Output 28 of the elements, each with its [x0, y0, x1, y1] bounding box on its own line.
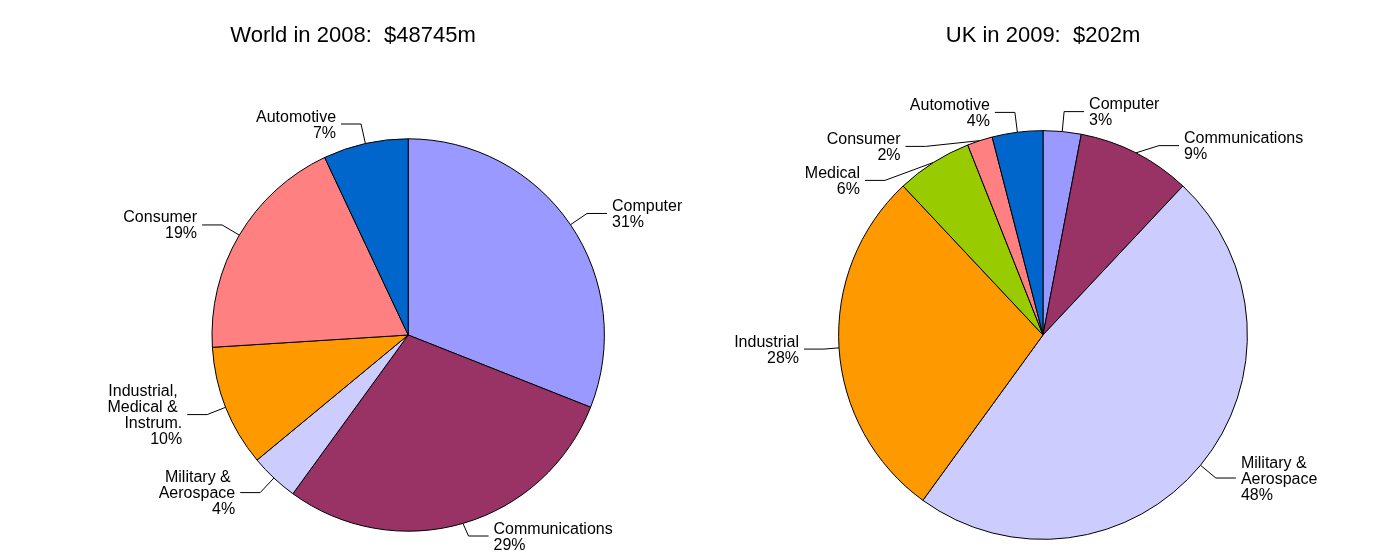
slice-label: Automotive: [255, 107, 337, 125]
data-label: 4%: [212, 500, 236, 518]
data-label: 19%: [165, 224, 198, 242]
slice-label: Military & Aerospace: [1240, 453, 1318, 487]
slice-label: Industrial: [734, 332, 800, 350]
data-label: 9%: [1184, 145, 1208, 163]
data-label: 48%: [1240, 485, 1273, 503]
data-label: 10%: [150, 430, 183, 448]
data-label: 2%: [877, 145, 901, 163]
chart-title: UK in 2009: $202m: [945, 21, 1141, 47]
slice-label: Computer: [612, 196, 683, 214]
slice-label: Automotive: [909, 95, 990, 113]
slice-label: Medical: [804, 163, 860, 181]
chart-title: World in 2008: $48745m: [230, 21, 476, 47]
slice-label: Consumer: [826, 129, 902, 147]
slice-label: Communications: [493, 519, 613, 537]
slice-label: Communications: [1184, 129, 1304, 147]
slice-label: Military & Aerospace: [158, 468, 236, 502]
data-label: 31%: [612, 212, 645, 230]
data-label: 3%: [1089, 111, 1113, 129]
data-label: 29%: [493, 535, 526, 553]
slice-label: Computer: [1089, 95, 1161, 113]
data-label: 6%: [836, 179, 860, 197]
data-label: 28%: [767, 348, 800, 366]
slice-label: Industrial, Medical & Instrum.: [107, 382, 183, 432]
slice-label: Consumer: [123, 208, 198, 226]
data-label: 4%: [966, 111, 990, 129]
data-label: 7%: [312, 123, 337, 141]
